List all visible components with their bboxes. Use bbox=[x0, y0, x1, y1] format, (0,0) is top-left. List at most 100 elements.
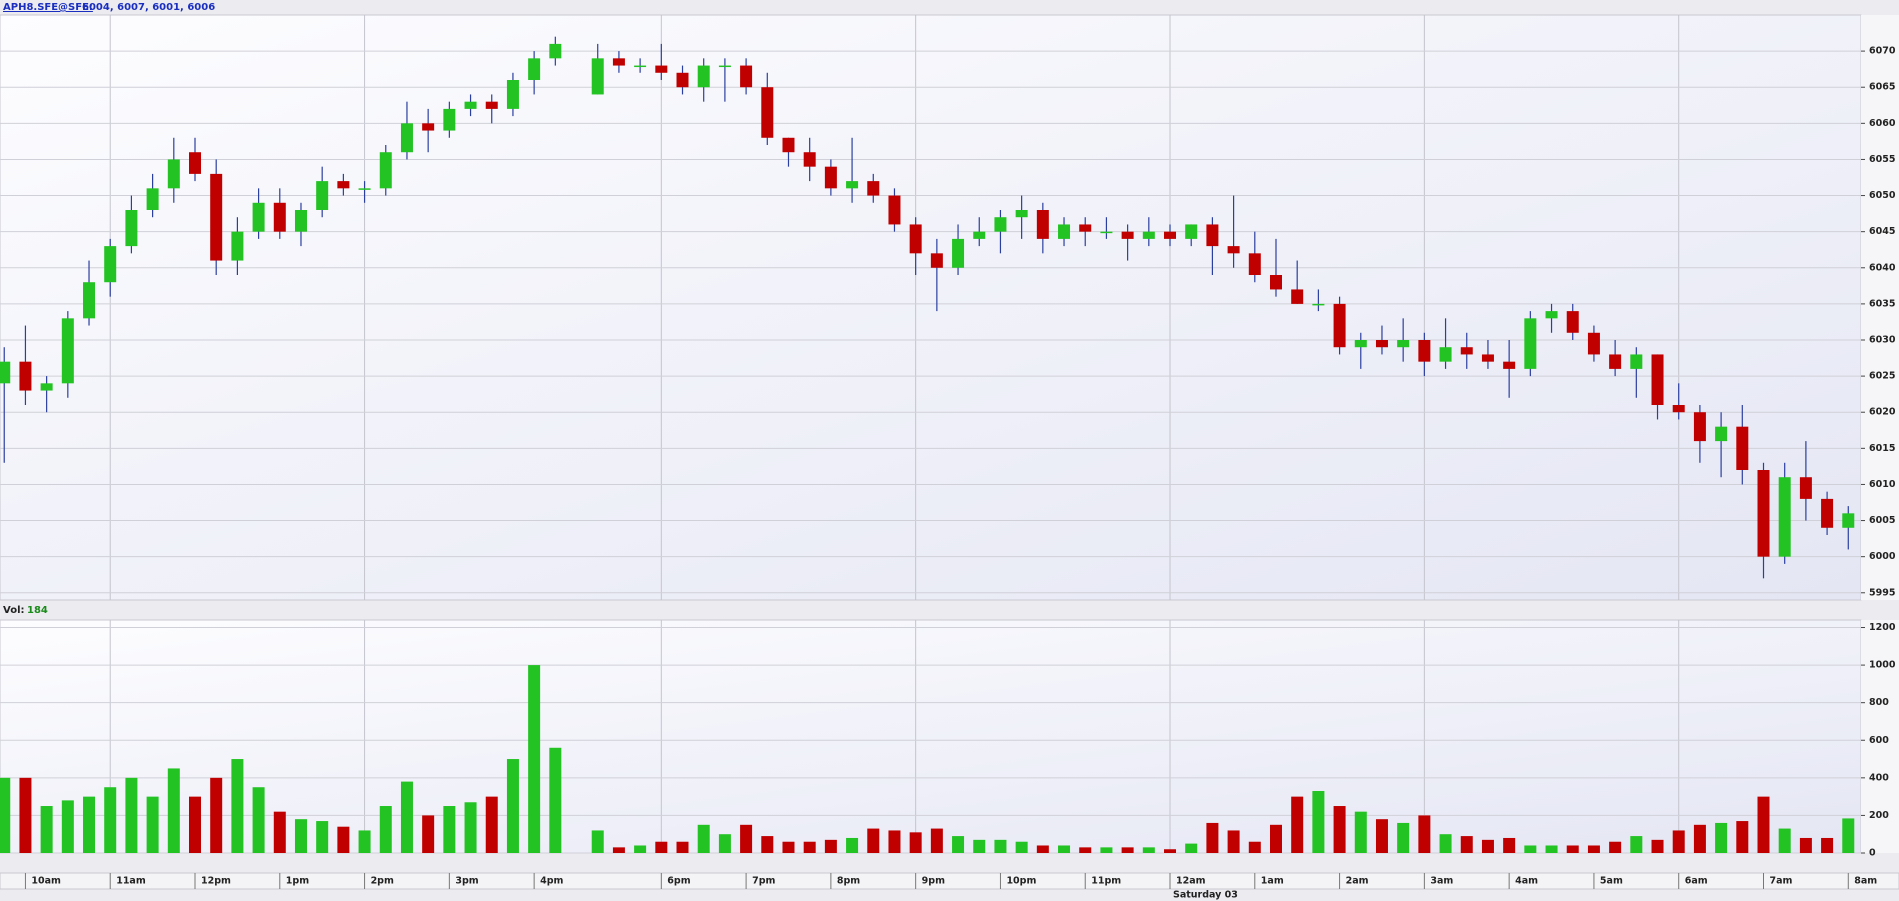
candle-body bbox=[803, 152, 816, 167]
candle-body bbox=[316, 181, 329, 210]
volume-bar bbox=[1185, 843, 1198, 853]
candle-body bbox=[1524, 318, 1537, 369]
candle-body bbox=[867, 181, 880, 196]
x-tick-label: 7pm bbox=[752, 876, 775, 887]
candle-body bbox=[1757, 470, 1770, 557]
volume-bar bbox=[1291, 796, 1304, 853]
volume-bar bbox=[1460, 836, 1473, 853]
candle-body bbox=[740, 65, 753, 88]
x-tick-label: 6am bbox=[1685, 876, 1708, 887]
candle-body bbox=[1545, 311, 1558, 319]
y-tick-label: 5995 bbox=[1869, 587, 1895, 598]
x-tick-label: 7am bbox=[1769, 876, 1792, 887]
volume-bar bbox=[1015, 841, 1028, 853]
x-tick-label: 6pm bbox=[667, 876, 690, 887]
volume-bar bbox=[1842, 818, 1855, 853]
volume-bar bbox=[1354, 811, 1367, 853]
candle-body bbox=[358, 188, 371, 190]
candle-body bbox=[506, 80, 519, 109]
date-label: Saturday 03 bbox=[1173, 890, 1238, 901]
volume-bar bbox=[252, 787, 265, 853]
volume-bar bbox=[400, 781, 413, 853]
candle-body bbox=[1418, 340, 1431, 362]
candle-body bbox=[591, 58, 604, 95]
volume-bar bbox=[1164, 849, 1177, 853]
volume-bar bbox=[824, 839, 837, 853]
candle-body bbox=[273, 202, 286, 232]
volume-bar bbox=[1248, 841, 1261, 853]
volume-title: Vol: bbox=[3, 605, 25, 616]
y-tick-label: 6015 bbox=[1869, 443, 1895, 454]
candle-body bbox=[1481, 354, 1494, 362]
candle-body bbox=[189, 152, 202, 174]
volume-bar bbox=[1630, 836, 1643, 853]
volume-bar bbox=[1778, 828, 1791, 853]
candle-body bbox=[83, 282, 96, 319]
x-tick-label: 1am bbox=[1261, 876, 1284, 887]
y-tick-label: 1200 bbox=[1869, 622, 1896, 633]
volume-bar bbox=[697, 824, 710, 853]
candle-body bbox=[1058, 224, 1071, 239]
volume-bar bbox=[506, 759, 519, 853]
candle-body bbox=[464, 101, 477, 109]
candle-body bbox=[231, 231, 244, 261]
candle-body bbox=[422, 123, 435, 131]
candle-body bbox=[146, 188, 159, 210]
candle-body bbox=[718, 65, 731, 68]
candle-body bbox=[1248, 253, 1261, 275]
candle-body bbox=[930, 253, 943, 268]
candle-body bbox=[1185, 224, 1198, 239]
volume-bar bbox=[1609, 841, 1622, 853]
volume-panel bbox=[0, 619, 1862, 854]
candle-body bbox=[549, 43, 562, 59]
volume-bar bbox=[612, 847, 625, 853]
volume-bar bbox=[1715, 822, 1728, 853]
candle-body bbox=[40, 383, 53, 391]
candle-body bbox=[1312, 303, 1325, 306]
volume-bar bbox=[803, 841, 816, 853]
volume-bar bbox=[740, 824, 753, 853]
candle-body bbox=[846, 181, 859, 189]
x-tick-label: 10pm bbox=[1006, 876, 1036, 887]
candle-body bbox=[1354, 340, 1367, 348]
candle-body bbox=[1142, 231, 1155, 239]
volume-bar bbox=[1693, 824, 1706, 853]
x-tick-label: 3am bbox=[1430, 876, 1453, 887]
volume-bar bbox=[1545, 845, 1558, 853]
volume-axis-area bbox=[1861, 620, 1899, 853]
x-tick-label: 1pm bbox=[286, 876, 309, 887]
volume-bar bbox=[1503, 837, 1516, 853]
x-tick-label: 3pm bbox=[455, 876, 478, 887]
x-tick-label: 9pm bbox=[922, 876, 945, 887]
volume-bar bbox=[1142, 847, 1155, 853]
x-tick-label: 12am bbox=[1176, 876, 1206, 887]
x-tick-label: 2pm bbox=[371, 876, 394, 887]
volume-bar bbox=[464, 802, 477, 853]
y-tick-label: 6010 bbox=[1869, 479, 1896, 490]
volume-bar bbox=[294, 819, 307, 853]
candle-body bbox=[1164, 231, 1177, 239]
volume-bar bbox=[1672, 830, 1685, 853]
volume-bar bbox=[1036, 845, 1049, 853]
y-tick-label: 6035 bbox=[1869, 298, 1895, 309]
candle-body bbox=[1121, 231, 1134, 239]
volume-bar bbox=[40, 806, 53, 853]
candle-body bbox=[1375, 340, 1388, 348]
volume-bar bbox=[909, 832, 922, 853]
candle-body bbox=[994, 217, 1007, 232]
y-tick-label: 800 bbox=[1869, 697, 1889, 708]
volume-bar bbox=[1121, 847, 1134, 853]
volume-bar bbox=[676, 841, 689, 853]
candle-body bbox=[1206, 224, 1219, 247]
candle-body bbox=[973, 231, 986, 239]
volume-bar bbox=[485, 796, 498, 853]
volume-bar bbox=[1100, 847, 1113, 853]
candle-body bbox=[655, 65, 668, 73]
volume-bar bbox=[1418, 815, 1431, 853]
x-tick-label: 10am bbox=[31, 876, 61, 887]
candle-body bbox=[1503, 361, 1516, 369]
volume-bar bbox=[1058, 845, 1071, 853]
volume-bar bbox=[782, 841, 795, 853]
volume-bar bbox=[83, 796, 96, 853]
